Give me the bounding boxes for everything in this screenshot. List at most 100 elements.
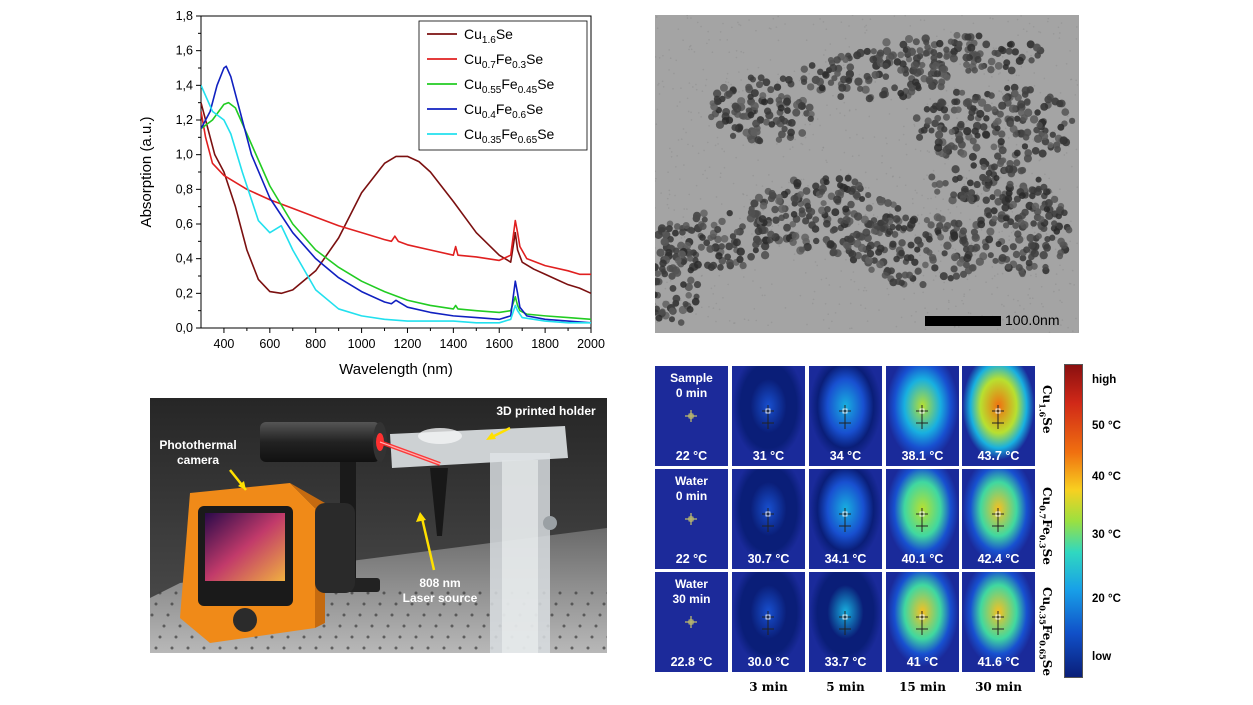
colorbar-gradient bbox=[1064, 364, 1083, 678]
crosshair-icon bbox=[685, 616, 697, 628]
thermal-image-r2-c2: 33.7 °C bbox=[809, 572, 882, 672]
holder-label: 3D printed holder bbox=[496, 404, 596, 418]
thermal-temperature-label: 33.7 °C bbox=[824, 655, 867, 669]
x-tick-label: 1200 bbox=[394, 337, 422, 351]
crosshair-icon bbox=[839, 405, 851, 429]
tem-particles bbox=[655, 15, 1079, 333]
thermal-temperature-label: 34.1 °C bbox=[824, 552, 867, 566]
temperature-colorbar: high 50 °C 40 °C 30 °C 20 °C low bbox=[1062, 364, 1132, 678]
absorption-chart: 0,0 0,2 0,4 0,6 0,8 1,0 1,2 1,4 1,6 1,8 400 600 800 1… bbox=[130, 0, 610, 388]
series-line-4 bbox=[201, 85, 591, 324]
thermal-row-header: Water 0 min bbox=[655, 474, 728, 504]
series-line-1 bbox=[201, 111, 591, 276]
series-line-2 bbox=[201, 101, 591, 321]
absorption-chart-svg: 0,0 0,2 0,4 0,6 0,8 1,0 1,2 1,4 1,6 1,8 400 600 800 1… bbox=[138, 9, 605, 378]
x-tick-label: 2000 bbox=[577, 337, 605, 351]
thermal-temperature-label: 22.8 °C bbox=[670, 655, 713, 669]
time-label: 15 min bbox=[899, 680, 946, 694]
sample-formula-label: Cu1.6Se bbox=[1037, 385, 1054, 434]
crosshair-icon bbox=[762, 611, 774, 635]
thermal-image-r1-c0: Water 0 min 22 °C bbox=[655, 469, 728, 569]
thermal-image-r2-c4: 41.6 °C bbox=[962, 572, 1035, 672]
scale-bar bbox=[925, 316, 1001, 326]
y-tick-label: 0,2 bbox=[176, 286, 193, 300]
legend-entry-4: Cu0.35Fe0.65Se bbox=[464, 126, 555, 146]
thermal-row-header-line-1: Sample bbox=[670, 371, 713, 385]
y-tick-label: 1,0 bbox=[176, 148, 193, 162]
thermal-images-grid: Sample 0 min 22 °C 31 °C 34 °C 38.1 °C 43.7 °C… bbox=[655, 364, 1085, 704]
thermal-temperature-label: 30.0 °C bbox=[747, 655, 790, 669]
camera-label-line-2: camera bbox=[176, 453, 220, 467]
legend-entry-0: Cu1.6Se bbox=[464, 26, 513, 46]
y-tick-label: 1,8 bbox=[176, 9, 193, 23]
thermal-temperature-label: 38.1 °C bbox=[901, 449, 944, 463]
tem-image: 100.0nm bbox=[655, 15, 1079, 333]
series-line-0 bbox=[201, 102, 591, 295]
camera-label: Photothermal camera bbox=[152, 438, 244, 468]
thermal-image-r2-c0: Water 30 min 22.8 °C bbox=[655, 572, 728, 672]
thermal-image-r1-c3: 40.1 °C bbox=[886, 469, 959, 569]
thermal-row-header-line-2: 0 min bbox=[675, 386, 708, 400]
crosshair-icon bbox=[916, 508, 928, 532]
y-tick-label: 1,6 bbox=[176, 44, 193, 58]
x-tick-label: 400 bbox=[214, 337, 235, 351]
thermal-row-header-line-2: 30 min bbox=[672, 592, 711, 606]
thermal-row-header-line-2: 0 min bbox=[675, 489, 708, 503]
laser-label-line-1: 808 nm bbox=[419, 576, 461, 590]
thermal-temperature-label: 41 °C bbox=[906, 655, 939, 669]
thermal-image-r0-c4: 43.7 °C bbox=[962, 366, 1035, 466]
thermal-image-r0-c0: Sample 0 min 22 °C bbox=[655, 366, 728, 466]
legend-entry-3: Cu0.4Fe0.6Se bbox=[464, 101, 543, 121]
thermal-row-header-line-1: Water bbox=[675, 577, 708, 591]
colorbar-label-high: high bbox=[1092, 374, 1117, 386]
x-tick-label: 1800 bbox=[531, 337, 559, 351]
colorbar-label-30: 30 °C bbox=[1092, 529, 1121, 541]
thermal-temperature-label: 42.4 °C bbox=[977, 552, 1020, 566]
crosshair-icon bbox=[992, 405, 1004, 429]
x-tick-label: 1000 bbox=[348, 337, 376, 351]
laser-label: 808 nm Laser source bbox=[395, 576, 485, 606]
crosshair-icon bbox=[685, 410, 697, 422]
sample-formula-label: Cu0.7Fe0.3Se bbox=[1037, 487, 1054, 565]
crosshair-icon bbox=[992, 611, 1004, 635]
y-tick-label: 1,2 bbox=[176, 113, 193, 127]
crosshair-icon bbox=[916, 405, 928, 429]
thermal-row-header: Sample 0 min bbox=[655, 371, 728, 401]
setup-illustration bbox=[150, 398, 607, 653]
thermal-row-header-line-1: Water bbox=[675, 474, 708, 488]
thermal-image-r0-c3: 38.1 °C bbox=[886, 366, 959, 466]
time-label: 30 min bbox=[975, 680, 1022, 694]
thermal-image-r1-c2: 34.1 °C bbox=[809, 469, 882, 569]
thermal-image-r0-c1: 31 °C bbox=[732, 366, 805, 466]
thermal-row-header: Water 30 min bbox=[655, 577, 728, 607]
thermal-temperature-label: 30.7 °C bbox=[747, 552, 790, 566]
crosshair-icon bbox=[762, 405, 774, 429]
camera-label-line-1: Photothermal bbox=[159, 438, 237, 452]
thermal-image-r2-c3: 41 °C bbox=[886, 572, 959, 672]
crosshair-icon bbox=[992, 508, 1004, 532]
thermal-temperature-label: 34 °C bbox=[829, 449, 862, 463]
x-tick-label: 1400 bbox=[439, 337, 467, 351]
crosshair-icon bbox=[916, 611, 928, 635]
x-tick-label: 1600 bbox=[485, 337, 513, 351]
colorbar-label-20: 20 °C bbox=[1092, 593, 1121, 605]
colorbar-label-50: 50 °C bbox=[1092, 420, 1121, 432]
thermal-temperature-label: 22 °C bbox=[675, 449, 708, 463]
crosshair-icon bbox=[839, 611, 851, 635]
thermal-temperature-label: 43.7 °C bbox=[977, 449, 1020, 463]
crosshair-icon bbox=[685, 513, 697, 525]
legend-entry-2: Cu0.55Fe0.45Se bbox=[464, 76, 555, 96]
sample-labels: Cu1.6Se Cu0.7Fe0.3Se Cu0.35Fe0.65Se bbox=[1034, 375, 1062, 676]
x-tick-label: 800 bbox=[305, 337, 326, 351]
colorbar-label-40: 40 °C bbox=[1092, 471, 1121, 483]
scale-bar-label: 100.0nm bbox=[1005, 312, 1060, 328]
legend-box bbox=[418, 20, 588, 151]
crosshair-icon bbox=[762, 508, 774, 532]
y-tick-label: 1,4 bbox=[176, 78, 193, 92]
x-tick-label: 600 bbox=[259, 337, 280, 351]
experimental-setup-image: Photothermal camera 3D printed holder 80… bbox=[150, 398, 607, 653]
thermal-temperature-label: 40.1 °C bbox=[901, 552, 944, 566]
thermal-image-r2-c1: 30.0 °C bbox=[732, 572, 805, 672]
y-tick-label: 0,4 bbox=[176, 252, 193, 266]
thermal-temperature-label: 22 °C bbox=[675, 552, 708, 566]
